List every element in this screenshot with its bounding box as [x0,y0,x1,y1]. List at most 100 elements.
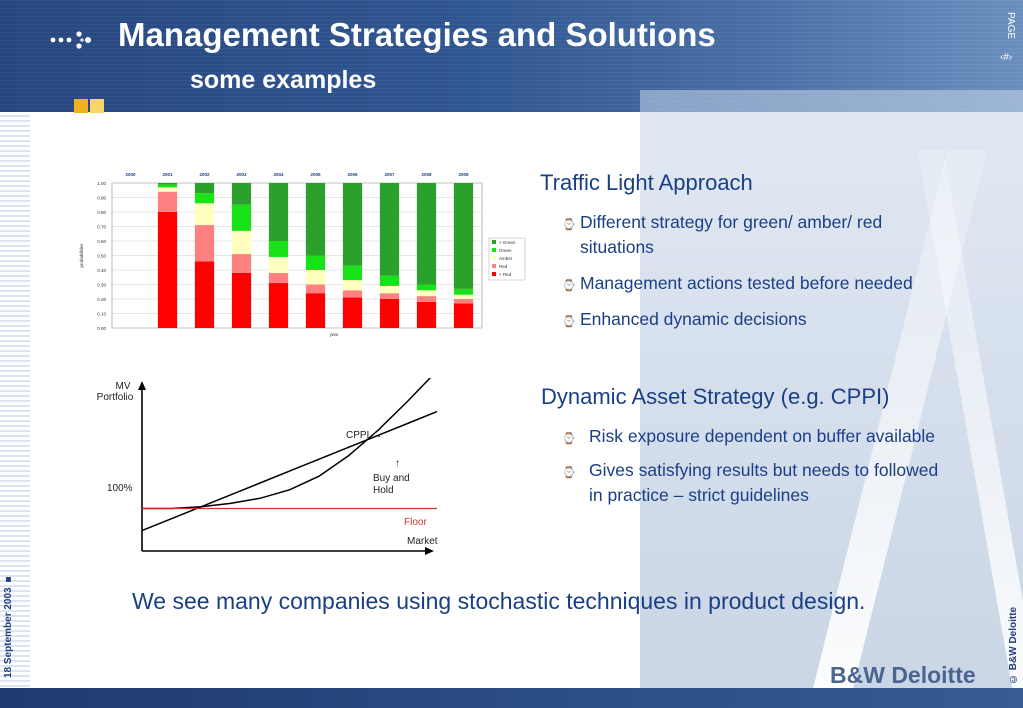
x-category-label: 2004 [273,172,284,177]
legend-label: > Green [499,240,516,245]
x-category-label: 2001 [162,172,173,177]
bar-segment [194,261,215,328]
bar-segment [379,275,400,286]
bar-segment [231,272,252,328]
bar-segment [342,183,363,266]
bar-segment [157,187,178,192]
bar-segment [157,212,178,328]
x-axis-label: Market [407,536,438,547]
bar-segment [305,284,326,294]
y-axis-annotation: 100% [107,483,133,494]
bullet-text: Management actions tested before needed [580,273,913,293]
bar-segment [416,183,437,285]
left-stripe-decoration [0,112,30,688]
bar-segment [194,203,215,226]
bullet-icon: ⌚ [562,467,576,479]
bullet-icon: ⌚ [562,316,576,328]
x-category-label: 2002 [199,172,210,177]
bar-segment [231,183,252,205]
bar-segment [157,191,178,212]
bar-segment [453,303,474,328]
x-category-label: 2000 [125,172,136,177]
cppi-chart: MV Portfolio 100% CPPI → ↑ Buy and Hold Floor Ma… [95,370,455,561]
bar-segment [194,183,215,194]
bar-segment [379,183,400,276]
bullet-text: situations [580,237,654,257]
buy-and-hold-annotation: Buy and [373,473,410,484]
legend-swatch [492,240,496,244]
bullet-icon: ⌚ [562,433,576,445]
closing-statement: We see many companies using stochastic t… [132,588,866,614]
bullet-icon: ⌚ [562,219,576,231]
legend-swatch [492,264,496,268]
y-axis-label: probabilities [79,243,84,268]
bar-segment [342,280,363,291]
legend-swatch [492,272,496,276]
bar-segment [379,299,400,328]
y-axis-arrow-icon [138,381,146,390]
legend-label: Red [499,264,508,269]
y-tick-label: 0.50 [97,254,106,259]
bar-segment [416,301,437,328]
section-title-dynamic-asset: Dynamic Asset Strategy (e.g. CPPI) [541,384,890,409]
bar-segment [305,255,326,270]
legend-label: Amber [499,256,513,261]
cppi-annotation: CPPI → [346,430,382,441]
y-tick-label: 0.80 [97,210,106,215]
bar-segment [453,183,474,289]
bar-segment [268,183,289,241]
y-tick-label: 0.00 [97,326,106,331]
bar-segment [194,225,215,262]
x-axis-label: year [330,332,339,337]
dots-logo-icon [50,31,91,49]
bar-segment [268,241,289,257]
footer-date: 18 September 2003 ■ [3,573,14,678]
buy-and-hold-arrow: ↑ [395,458,400,469]
bar-segment [231,204,252,231]
bar-segment [268,256,289,273]
bar-segment [453,294,474,299]
x-category-label: 2006 [347,172,358,177]
bullet-text: Enhanced dynamic decisions [580,309,807,329]
y-tick-label: 0.90 [97,196,106,201]
y-tick-label: 0.30 [97,283,106,288]
x-category-label: 2007 [384,172,395,177]
bar-segment [157,184,178,188]
y-tick-label: 0.60 [97,239,106,244]
bullet-text: Risk exposure dependent on buffer availa… [589,426,936,446]
bar-segment [268,283,289,328]
bar-segment [416,290,437,297]
bar-segment [453,299,474,304]
page-subtitle: some examples [190,66,377,94]
page-title: Management Strategies and Solutions [118,16,716,53]
y-tick-label: 0.70 [97,225,106,230]
legend-swatch [492,248,496,252]
bullet-item: ⌚ Different strategy for green/ amber/ re… [562,210,1015,260]
bar-segment [194,193,215,204]
series-line-buy-and-hold [141,410,438,532]
footer-copyright: © B&W Deloitte [1008,606,1019,684]
y-tick-label: 1.00 [97,181,106,186]
bar-segment [416,284,437,291]
bar-segment [342,265,363,281]
bar-segment [416,296,437,302]
legend-label: < Red [499,272,512,277]
x-axis-arrow-icon [425,547,434,555]
bar-segment [268,272,289,284]
y-tick-label: 0.40 [97,268,106,273]
bar-segment [305,183,326,256]
footer-band [0,688,1023,708]
accent-square [90,99,104,113]
bullet-item: ⌚ Risk exposure dependent on buffer avail… [562,424,1015,449]
bar-segment [379,293,400,299]
page-label: PAGE [1005,12,1016,40]
legend-swatch [492,256,496,260]
x-category-label: 2005 [310,172,321,177]
bullet-text: Different strategy for green/ amber/ red [580,212,883,232]
bullet-icon: ⌚ [562,280,576,292]
brand-logo: B&W Deloitte [830,662,976,688]
bullet-item: ⌚ Management actions tested before needed [562,271,1015,296]
bar-segment [231,254,252,273]
